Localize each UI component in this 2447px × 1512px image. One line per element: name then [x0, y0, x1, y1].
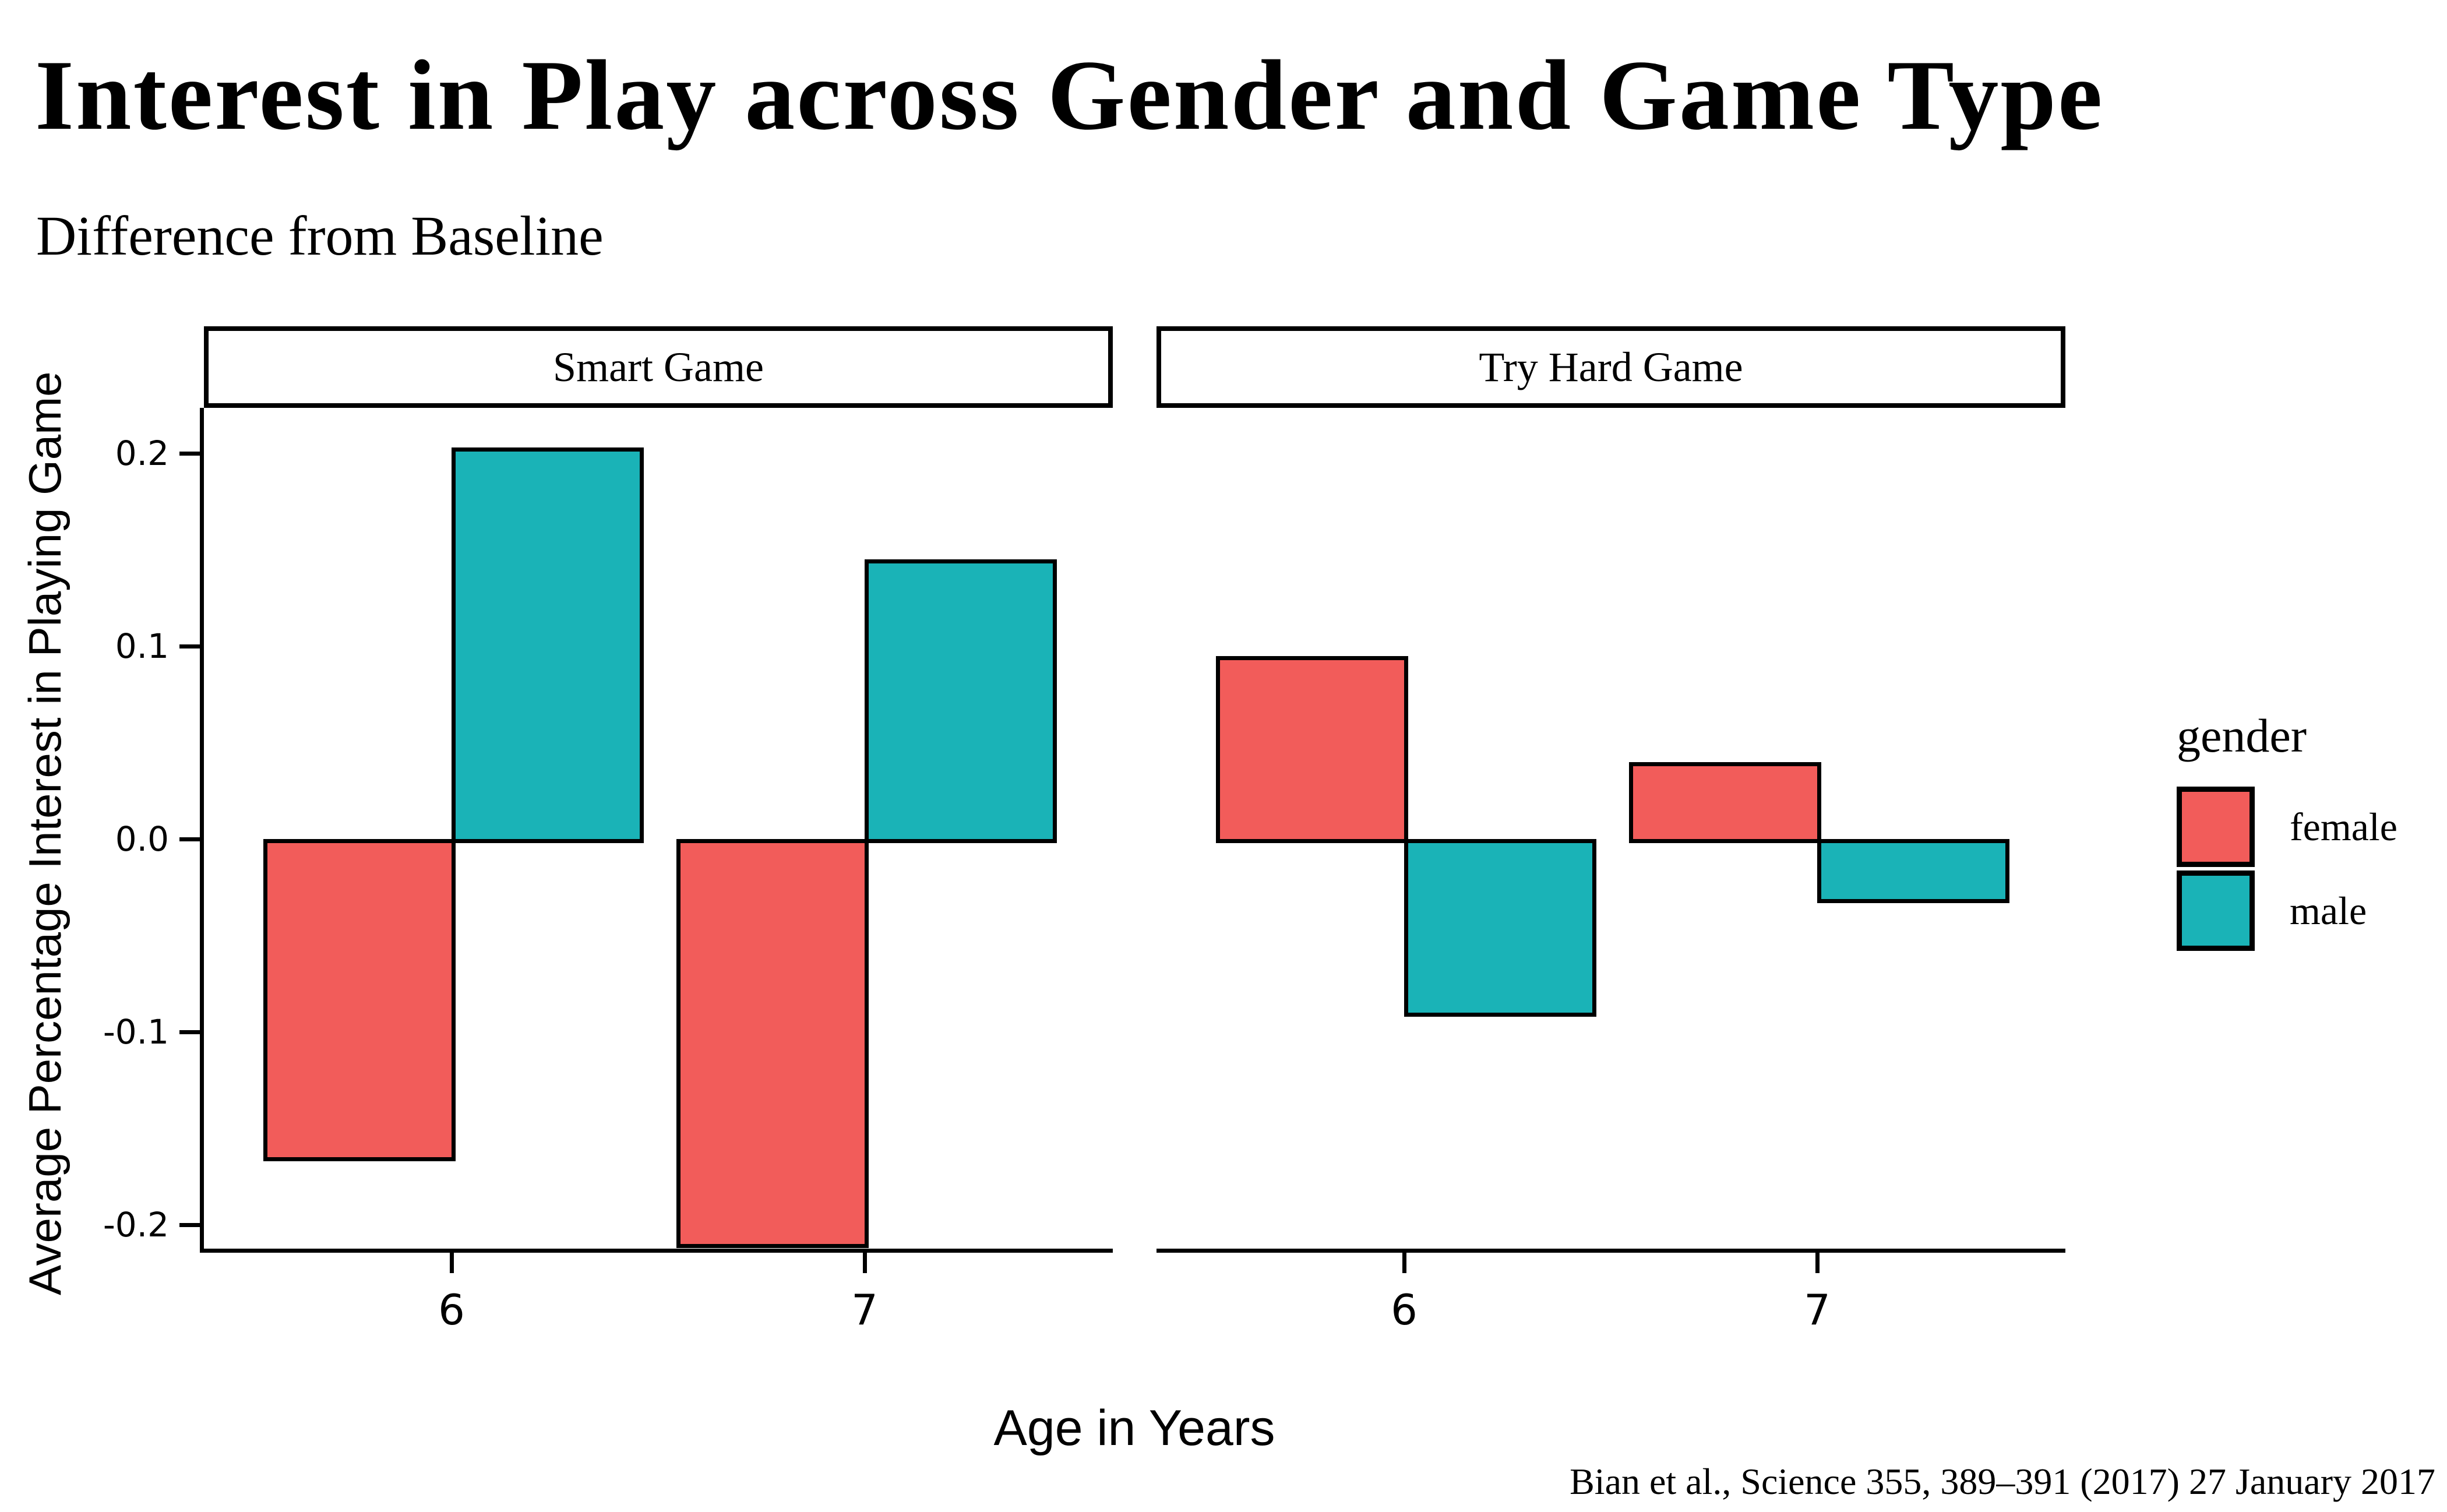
- y-tick-label: 0.2: [115, 433, 169, 473]
- chart-caption: Bian et al., Science 355, 389–391 (2017)…: [1570, 1461, 2435, 1502]
- x-tick-label: 6: [1391, 1285, 1418, 1334]
- chart-title: Interest in Play across Gender and Game …: [35, 40, 2104, 151]
- legend-label-female: female: [2290, 805, 2397, 849]
- bar-male-age-6: [1404, 839, 1596, 1017]
- bar-female-age-6: [1216, 656, 1408, 843]
- y-tick-mark: [179, 837, 200, 841]
- x-axis-line: [1156, 1249, 2065, 1253]
- y-tick-label: 0.1: [115, 626, 169, 666]
- y-tick-mark: [179, 452, 200, 456]
- y-axis-line: [200, 408, 204, 1253]
- chart-subtitle: Difference from Baseline: [36, 205, 604, 267]
- bar-female-age-7: [676, 839, 869, 1248]
- x-tick-mark: [1815, 1253, 1820, 1273]
- legend-swatch-male: [2177, 870, 2255, 951]
- facet-strip: Try Hard Game: [1156, 326, 2065, 408]
- legend-label-male: male: [2290, 889, 2367, 933]
- legend-item-male: male: [2177, 870, 2397, 951]
- bar-male-age-7: [1817, 839, 2009, 903]
- x-tick-mark: [863, 1253, 867, 1273]
- y-tick-label: 0.0: [115, 819, 169, 859]
- y-tick-mark: [179, 644, 200, 648]
- x-tick-mark: [1402, 1253, 1406, 1273]
- bar-male-age-7: [865, 559, 1057, 843]
- y-tick-label: -0.2: [103, 1205, 169, 1245]
- x-tick-label: 7: [851, 1285, 878, 1334]
- x-axis-title: Age in Years: [993, 1400, 1275, 1456]
- y-tick-label: -0.1: [103, 1012, 169, 1052]
- y-tick-mark: [179, 1223, 200, 1227]
- facet-strip-label: Smart Game: [553, 343, 764, 390]
- y-tick-mark: [179, 1030, 200, 1034]
- legend-swatch-female: [2177, 787, 2255, 867]
- x-tick-label: 7: [1804, 1285, 1831, 1334]
- facet-strip: Smart Game: [204, 326, 1113, 408]
- x-axis-line: [200, 1249, 1113, 1253]
- legend-item-female: female: [2177, 787, 2397, 867]
- bar-female-age-7: [1629, 762, 1821, 843]
- x-tick-label: 6: [438, 1285, 465, 1334]
- bar-female-age-6: [263, 839, 456, 1161]
- facet-strip-label: Try Hard Game: [1479, 343, 1743, 390]
- legend: gender female male: [2177, 712, 2397, 951]
- legend-title: gender: [2177, 709, 2307, 762]
- x-tick-mark: [450, 1253, 454, 1273]
- bar-male-age-6: [452, 447, 644, 843]
